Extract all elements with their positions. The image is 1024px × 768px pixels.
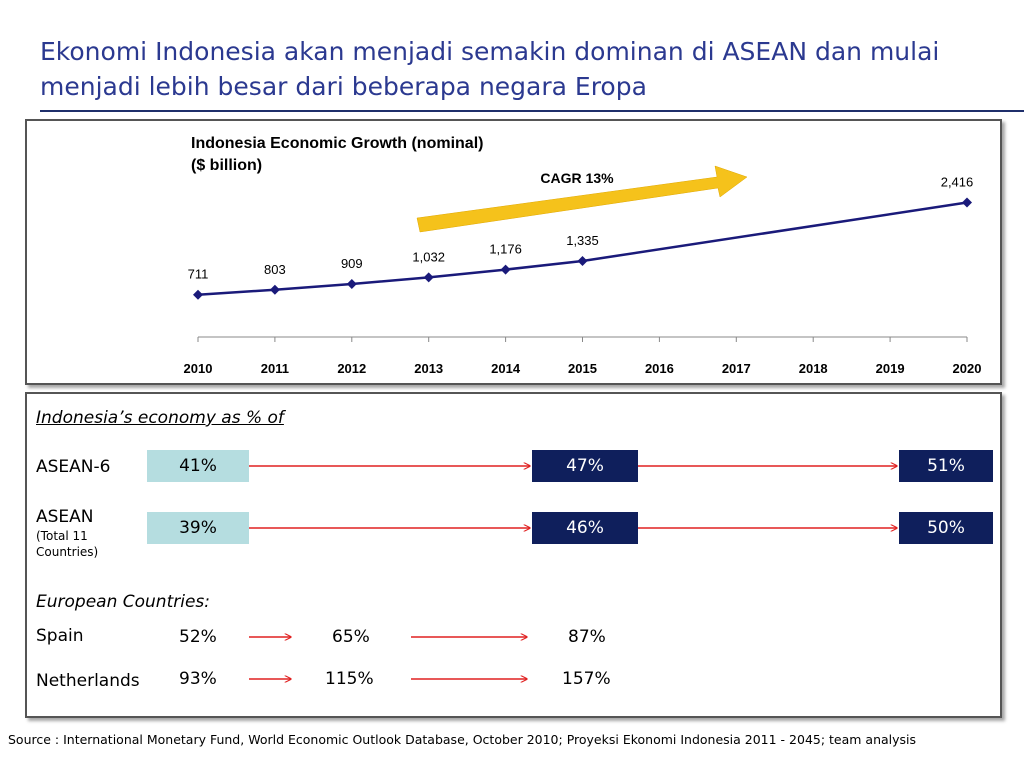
row-label-netherlands: Netherlands: [36, 671, 140, 691]
netherlands-value-2020: 157%: [562, 669, 611, 689]
europe-heading: European Countries:: [36, 592, 210, 612]
data-label: 909: [341, 256, 363, 271]
data-point: [193, 289, 203, 300]
data-point: [269, 284, 280, 295]
chart-panel: Indonesia Economic Growth (nominal) ($ b…: [25, 119, 1002, 385]
x-tick-label: 2010: [184, 361, 213, 376]
cagr-label: CAGR 13%: [540, 170, 614, 186]
row-label-asean6: ASEAN-6: [36, 457, 111, 477]
row-label-spain: Spain: [36, 626, 84, 646]
cagr-arrow: [416, 165, 748, 233]
series-line: [197, 201, 968, 296]
data-point: [423, 272, 434, 283]
title-divider: [40, 110, 1024, 112]
x-tick-label: 2014: [491, 361, 521, 376]
chart-title: Indonesia Economic Growth (nominal): [191, 135, 483, 152]
growth-chart: Indonesia Economic Growth (nominal) ($ b…: [184, 135, 982, 376]
data-point: [346, 279, 357, 290]
spain-value-2020: 87%: [568, 627, 606, 647]
data-label: 803: [264, 262, 286, 277]
data-label: 2,416: [941, 174, 974, 189]
spain-value-2010: 52%: [179, 627, 217, 647]
asean-value-2010: 39%: [147, 512, 249, 544]
asean6-value-2020: 51%: [899, 450, 993, 482]
row-sublabel-asean: (Total 11 Countries): [36, 529, 99, 559]
x-tick-label: 2011: [261, 361, 289, 376]
data-point: [577, 255, 588, 266]
comparison-panel: Indonesia’s economy as % of ASEAN-6 41% …: [25, 392, 1002, 718]
chart-subtitle: ($ billion): [191, 157, 262, 174]
data-point: [962, 197, 972, 208]
asean6-value-2015: 47%: [532, 450, 638, 482]
data-point: [500, 264, 511, 275]
netherlands-value-2015: 115%: [325, 669, 374, 689]
x-tick-label: 2019: [876, 361, 905, 376]
x-tick-label: 2018: [799, 361, 828, 376]
data-label: 1,335: [566, 233, 599, 248]
data-label: 1,032: [412, 249, 445, 264]
data-label: 1,176: [489, 242, 522, 257]
slide-title: Ekonomi Indonesia akan menjadi semakin d…: [40, 37, 940, 101]
asean6-value-2010: 41%: [147, 450, 249, 482]
data-label: 711: [188, 267, 209, 282]
share-heading: Indonesia’s economy as % of: [36, 408, 284, 428]
x-tick-label: 2015: [568, 361, 597, 376]
x-tick-label: 2012: [337, 361, 366, 376]
x-tick-label: 2017: [722, 361, 751, 376]
x-tick-label: 2016: [645, 361, 674, 376]
netherlands-value-2010: 93%: [179, 669, 217, 689]
x-tick-label: 2013: [414, 361, 443, 376]
spain-value-2015: 65%: [332, 627, 370, 647]
source-note: Source : International Monetary Fund, Wo…: [8, 732, 917, 747]
asean-value-2015: 46%: [532, 512, 638, 544]
trend-arrows: [249, 394, 1000, 716]
asean-value-2020: 50%: [899, 512, 993, 544]
x-tick-label: 2020: [953, 361, 982, 376]
row-label-asean: ASEAN: [36, 507, 94, 527]
